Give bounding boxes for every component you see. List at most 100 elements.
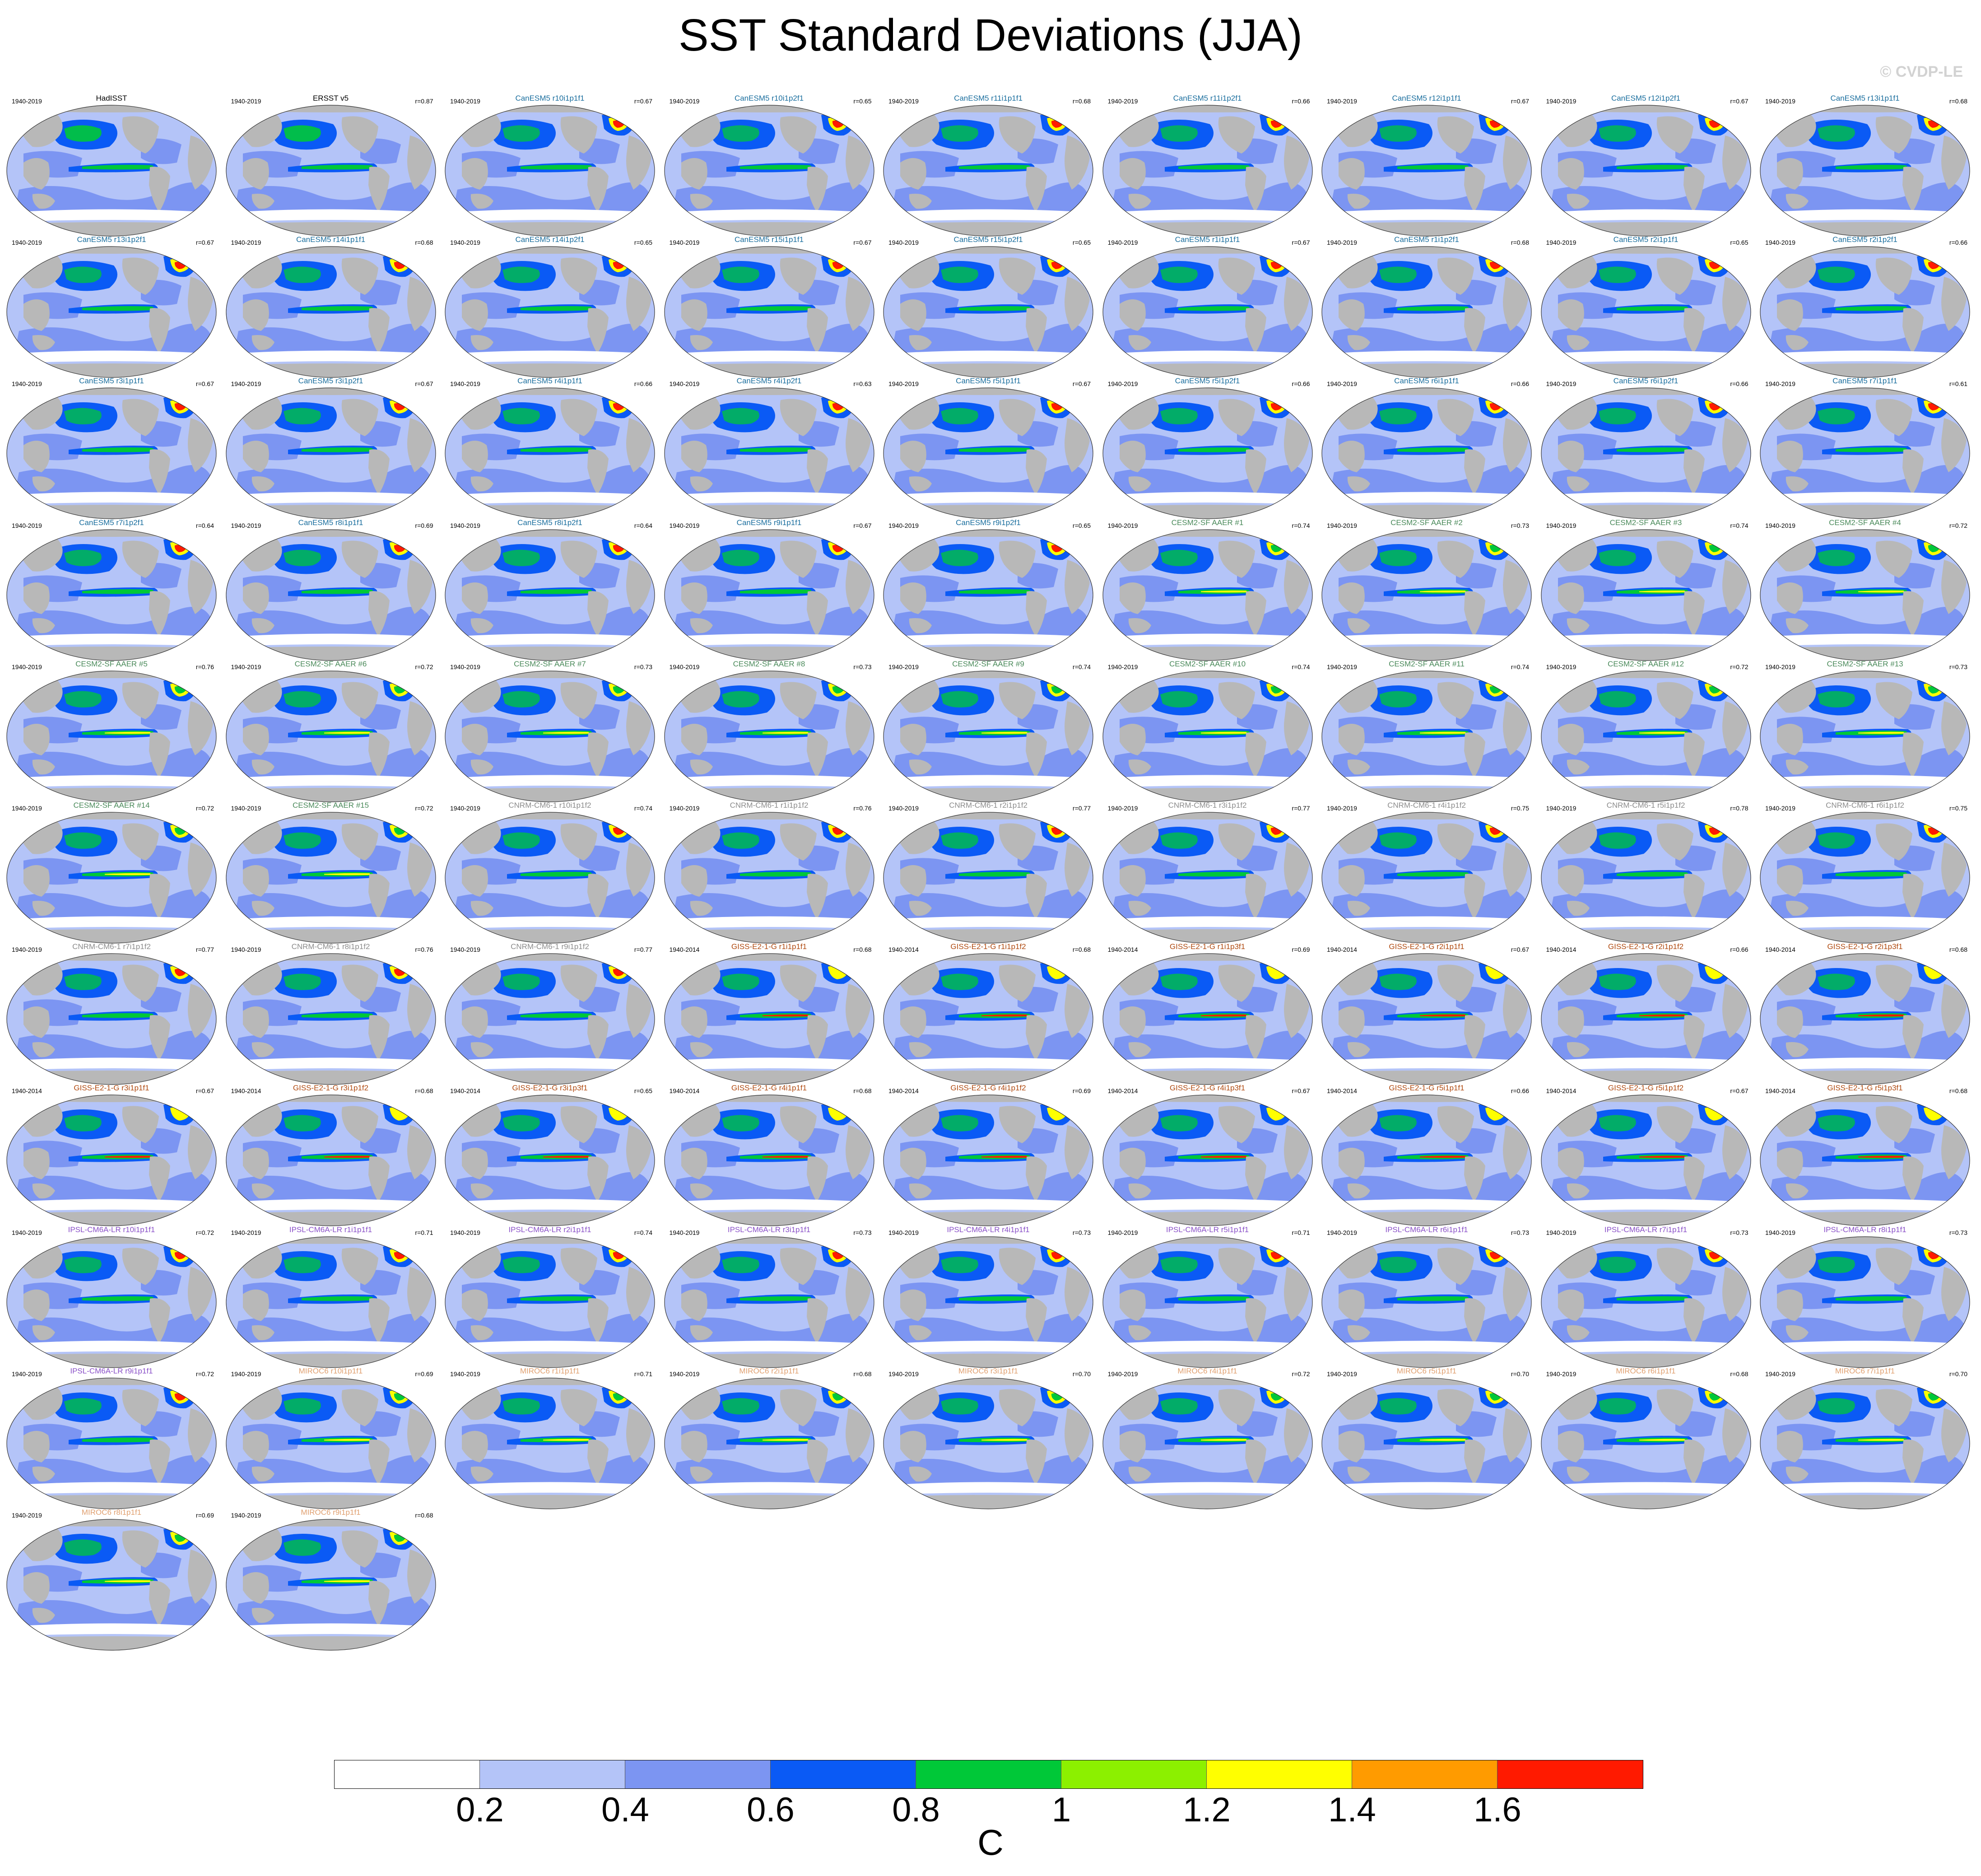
map-panel: 1940-2019 MIROC6 r6i1p1f1 r=0.68 (1540, 1366, 1752, 1515)
panel-title: CESM2-SF AAER #7 (514, 659, 586, 668)
panel-period: 1940-2019 (1327, 98, 1357, 105)
panel-correlation: r=0.67 (634, 98, 652, 105)
panel-correlation: r=0.66 (1511, 380, 1529, 388)
panel-title: CNRM-CM6-1 r2i1p1f2 (949, 801, 1028, 810)
panel-period: 1940-2019 (1107, 663, 1138, 670)
colorbar-tick-label: 1.2 (1183, 1791, 1231, 1829)
sst-std-map (445, 670, 655, 802)
panel-period: 1940-2019 (12, 805, 42, 812)
map-panel: 1940-2019 IPSL-CM6A-LR r6i1p1f1 r=0.73 (1321, 1224, 1533, 1373)
panel-correlation: r=0.74 (1292, 521, 1310, 529)
panel-correlation: r=0.72 (195, 1229, 214, 1236)
panel-title: CESM2-SF AAER #9 (952, 659, 1024, 668)
sst-std-map (6, 670, 217, 802)
panel-period: 1940-2019 (1107, 805, 1138, 812)
panel-title: CESM2-SF AAER #4 (1829, 518, 1901, 527)
panel-correlation: r=0.67 (853, 239, 872, 247)
panel-period: 1940-2019 (888, 805, 919, 812)
panel-title: CanESM5 r10i1p1f1 (515, 94, 585, 102)
map-panel: 1940-2019 MIROC6 r7i1p1f1 r=0.70 (1759, 1366, 1971, 1515)
map-panel: 1940-2019 IPSL-CM6A-LR r2i1p1f1 r=0.74 (444, 1224, 656, 1373)
sst-std-map (445, 387, 655, 519)
map-panel: 1940-2019 IPSL-CM6A-LR r1i1p1f1 r=0.71 (225, 1224, 437, 1373)
panel-correlation: r=0.69 (415, 521, 433, 529)
panel-period: 1940-2014 (1107, 1087, 1138, 1095)
panel-correlation: r=0.65 (1730, 239, 1748, 247)
sst-std-map (1321, 105, 1532, 237)
panel-title: CESM2-SF AAER #13 (1827, 659, 1903, 668)
map-panel: 1940-2014 GISS-E2-1-G r3i1p3f1 r=0.65 (444, 1083, 656, 1232)
panel-title: CanESM5 r8i1p2f1 (517, 518, 582, 527)
map-panel: 1940-2014 GISS-E2-1-G r2i1p3f1 r=0.68 (1759, 941, 1971, 1090)
map-panel: 1940-2019 CanESM5 r15i1p1f1 r=0.67 (663, 234, 875, 383)
map-panel: 1940-2019 CNRM-CM6-1 r5i1p1f2 r=0.78 (1540, 800, 1752, 949)
sst-std-map (1760, 1378, 1970, 1509)
sst-std-map (225, 246, 436, 378)
sst-std-map (225, 1236, 436, 1368)
panel-title: MIROC6 r3i1p1f1 (958, 1366, 1018, 1375)
panel-period: 1940-2019 (888, 521, 919, 529)
sst-std-map (883, 529, 1093, 661)
map-panel: 1940-2019 CanESM5 r3i1p1f1 r=0.67 (5, 376, 218, 525)
panel-correlation: r=0.74 (1511, 663, 1529, 670)
panel-period: 1940-2019 (1327, 663, 1357, 670)
panel-correlation: r=0.67 (1730, 1087, 1748, 1095)
panel-correlation: r=0.65 (634, 239, 652, 247)
sst-std-map (225, 670, 436, 802)
map-panel: 1940-2014 GISS-E2-1-G r2i1p1f1 r=0.67 (1321, 941, 1533, 1090)
panel-period: 1940-2019 (231, 521, 261, 529)
sst-std-map (6, 812, 217, 944)
panel-title: GISS-E2-1-G r3i1p1f2 (293, 1084, 369, 1093)
sst-std-map (225, 953, 436, 1085)
panel-period: 1940-2019 (888, 1370, 919, 1378)
panel-title: CanESM5 r4i1p2f1 (736, 377, 802, 386)
panel-correlation: r=0.74 (1292, 663, 1310, 670)
panel-correlation: r=0.67 (1292, 239, 1310, 247)
sst-std-map (664, 246, 874, 378)
sst-std-map (445, 1094, 655, 1226)
panel-period: 1940-2014 (450, 1087, 480, 1095)
panel-correlation: r=0.68 (1949, 946, 1967, 954)
sst-std-map (883, 1094, 1093, 1226)
sst-std-map (664, 105, 874, 237)
panel-title: CESM2-SF AAER #12 (1607, 659, 1684, 668)
sst-std-map (1760, 670, 1970, 802)
panel-title: CESM2-SF AAER #1 (1171, 518, 1244, 527)
panel-title: CanESM5 r2i1p2f1 (1832, 235, 1897, 244)
map-panel: 1940-2019 HadISST (5, 93, 218, 242)
panel-period: 1940-2014 (12, 1087, 42, 1095)
panel-correlation: r=0.70 (1949, 1370, 1967, 1378)
panel-period: 1940-2019 (669, 805, 700, 812)
map-panel: 1940-2019 CanESM5 r4i1p1f1 r=0.66 (444, 376, 656, 525)
panel-title: CanESM5 r3i1p2f1 (298, 377, 363, 386)
panel-period: 1940-2019 (231, 1512, 261, 1519)
panel-title: GISS-E2-1-G r3i1p3f1 (512, 1084, 588, 1093)
sst-std-map (445, 953, 655, 1085)
sst-std-map (1102, 105, 1313, 237)
panel-period: 1940-2019 (1765, 1229, 1795, 1236)
colorbar-tick-label: 0.2 (456, 1791, 504, 1829)
map-panel: 1940-2014 GISS-E2-1-G r2i1p1f2 r=0.66 (1540, 941, 1752, 1090)
panel-correlation: r=0.77 (1072, 805, 1091, 812)
panel-correlation: r=0.71 (415, 1229, 433, 1236)
sst-std-map (883, 1236, 1093, 1368)
panel-title: IPSL-CM6A-LR r6i1p1f1 (1385, 1225, 1468, 1234)
panel-period: 1940-2019 (669, 663, 700, 670)
panel-title: GISS-E2-1-G r5i1p1f2 (1608, 1084, 1684, 1093)
panel-correlation: r=0.72 (195, 805, 214, 812)
panel-period: 1940-2014 (231, 1087, 261, 1095)
panel-period: 1940-2019 (450, 663, 480, 670)
panel-correlation: r=0.72 (1730, 663, 1748, 670)
panel-title: GISS-E2-1-G r4i1p1f2 (950, 1084, 1026, 1093)
sst-std-map (6, 1378, 217, 1509)
map-panel: 1940-2019 CanESM5 r7i1p1f1 r=0.61 (1759, 376, 1971, 525)
panel-correlation: r=0.67 (1511, 946, 1529, 954)
panel-title: CanESM5 r5i1p2f1 (1175, 377, 1240, 386)
sst-std-map (1102, 529, 1313, 661)
map-panel: 1940-2019 CanESM5 r8i1p2f1 r=0.64 (444, 517, 656, 666)
sst-std-map (883, 953, 1093, 1085)
map-panel: 1940-2019 CanESM5 r12i1p1f1 r=0.67 (1321, 93, 1533, 242)
panel-title: CESM2-SF AAER #10 (1169, 659, 1246, 668)
panel-period: 1940-2019 (669, 1229, 700, 1236)
panel-correlation: r=0.74 (634, 1229, 652, 1236)
